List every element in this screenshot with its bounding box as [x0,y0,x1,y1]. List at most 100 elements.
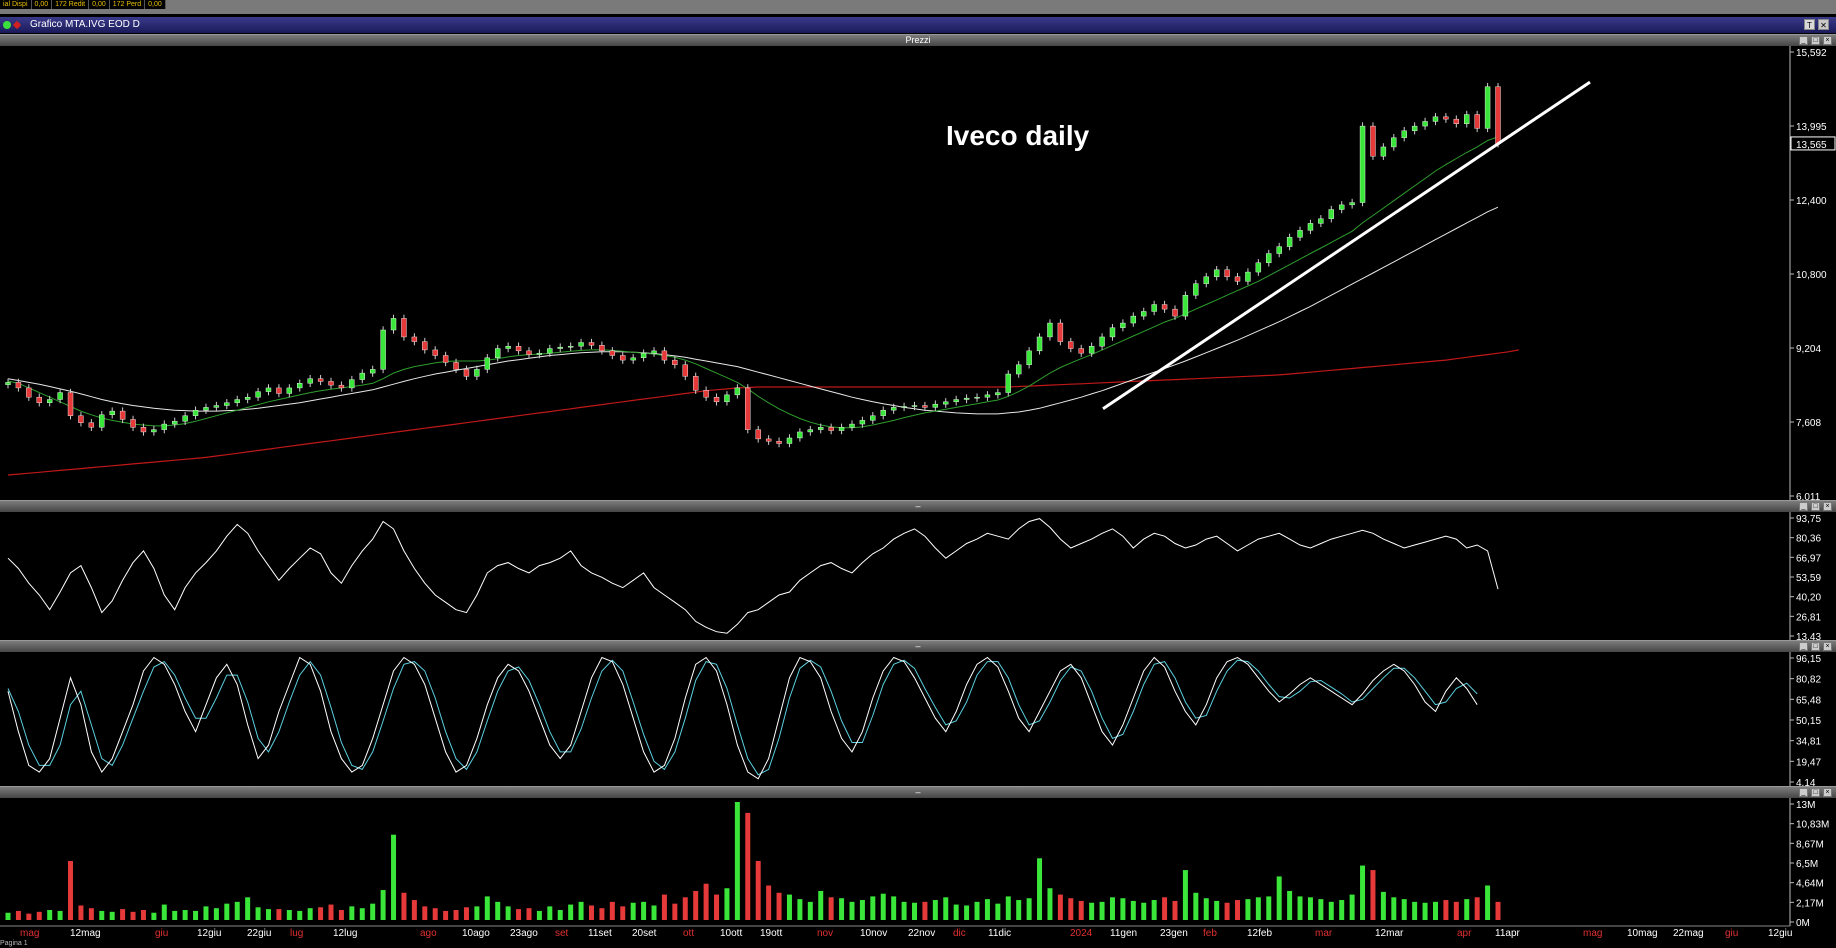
pane-minimize-icon[interactable]: _ [1799,36,1808,45]
price-pane-header[interactable]: Prezzi _ □ × [0,34,1836,46]
chart-type-icon[interactable]: T [1804,19,1815,30]
candle-body [1015,364,1022,375]
volume-bar [766,885,772,920]
pane-minimize-icon[interactable]: _ [1799,642,1808,651]
pane-close-icon[interactable]: × [1823,788,1832,797]
candle-body [828,427,834,431]
volume-bar [130,911,136,920]
candle-body [922,405,928,408]
chart-window-titlebar[interactable]: Grafico MTA.IVG EOD D T ✕ [0,17,1836,33]
volume-bar [1235,900,1241,920]
volume-bar [359,908,365,920]
volume-bar [245,897,251,920]
candle-body [1005,373,1011,393]
x-axis-label: mag [1583,928,1602,939]
volume-axis-label: 0M [1796,918,1810,929]
price-axis-label: 12,400 [1796,196,1827,207]
volume-pane-header[interactable]: – _ □ × [0,786,1836,798]
pane-close-icon[interactable]: × [1823,502,1832,511]
candle-body [26,387,32,398]
pane-minimize-icon[interactable]: _ [1799,502,1808,511]
x-axis-label: dic [953,928,966,939]
volume-bar [265,909,271,920]
candle-body [765,438,772,442]
volume-bar [1120,898,1126,920]
pane-minimize-icon[interactable]: _ [1799,788,1808,797]
volume-bar [1245,899,1251,920]
volume-bar [15,910,21,920]
x-axis-label: 10mag [1627,928,1658,939]
candle-body [1088,346,1095,354]
candle-body [255,391,261,398]
volume-bar [734,802,740,920]
candle-body [297,383,303,389]
candle-body [1349,202,1355,206]
stoch-d-line [7,659,1478,776]
stochastic-pane-header[interactable]: – _ □ × [0,640,1836,652]
volume-bar [1422,902,1428,920]
volume-bar [276,909,282,920]
candle-body [661,350,668,361]
candle-body [161,423,167,430]
volume-bar [1182,870,1188,920]
window-close-icon[interactable]: ✕ [1818,19,1829,30]
candle-body [1339,204,1345,210]
volume-bar [526,908,532,920]
candle-body [734,387,741,396]
candle-body [1307,223,1314,231]
candle-body [755,429,761,440]
candle-body [713,396,720,403]
candle-body [953,399,959,403]
volume-bar [1339,900,1345,920]
volume-bar [307,908,313,920]
sma-long-line [7,349,1519,476]
candle-body [880,409,886,416]
pane-maximize-icon[interactable]: □ [1811,788,1820,797]
volume-bar [495,901,501,920]
candle-body [1495,86,1501,144]
volume-bar [1464,899,1470,920]
candle-body [1120,322,1126,328]
volume-bar [859,900,865,920]
candle-body [1234,276,1241,282]
volume-bar [599,908,605,920]
volume-bar [672,903,678,920]
sma-mid-line [7,206,1499,415]
candle-body [286,387,293,394]
pane-close-icon[interactable]: × [1823,642,1832,651]
candle-body [1474,114,1480,129]
candle-body [484,357,491,370]
rsi-pane-header[interactable]: – _ □ × [0,500,1836,512]
volume-bar [1162,897,1168,920]
rsi-axis-label: 66,97 [1796,553,1821,564]
volume-bar [1214,900,1220,920]
status-dot-icon [3,21,11,29]
candle-body [797,431,803,439]
volume-bar [453,910,459,920]
candle-body [172,421,178,425]
volume-bar [234,901,240,920]
candle-body [818,427,824,430]
pane-maximize-icon[interactable]: □ [1811,642,1820,651]
candle-body [1266,253,1272,264]
volume-bar [120,909,126,920]
volume-bar [1089,902,1095,920]
volume-bar [57,910,63,920]
volume-bar [1224,902,1230,920]
pane-maximize-icon[interactable]: □ [1811,36,1820,45]
volume-bar [588,905,594,920]
volume-bar [651,905,657,920]
volume-bar [1005,896,1011,920]
candle-body [411,336,418,342]
trendline [1102,80,1591,411]
candle-body [463,369,470,377]
candle-body [1193,283,1199,296]
volume-bar [807,901,813,920]
volume-bar [661,894,667,920]
candle-body [692,376,699,391]
pane-close-icon[interactable]: × [1823,36,1832,45]
pane-maximize-icon[interactable]: □ [1811,502,1820,511]
x-axis-label: 11gen [1110,928,1137,939]
candle-body [599,345,605,352]
